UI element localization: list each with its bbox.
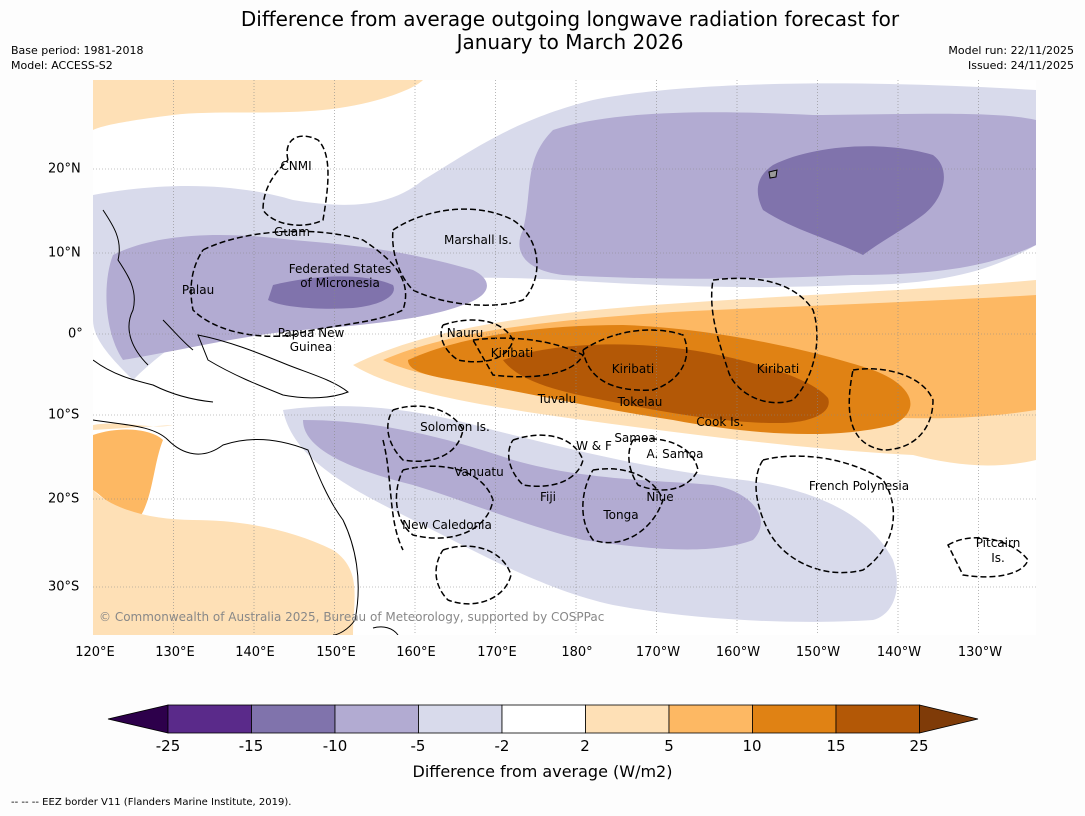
label-png-2: Guinea xyxy=(290,340,333,354)
coast-indonesia xyxy=(93,359,214,403)
x-tick-130w: 130°W xyxy=(957,645,1003,660)
label-palau: Palau xyxy=(182,283,214,297)
y-tick-20s: 20°S xyxy=(48,491,80,507)
label-samoa: Samoa xyxy=(614,431,655,445)
x-tick-160e: 160°E xyxy=(396,645,436,660)
colorbar-segment-5 xyxy=(501,704,586,734)
eez-borders xyxy=(190,135,1029,605)
colorbar-min-arrow xyxy=(107,704,169,734)
field-brown xyxy=(503,344,829,424)
field-dark-purple-ne xyxy=(757,146,944,255)
label-nauru: Nauru xyxy=(447,326,483,340)
base-period: Base period: 1981-2018 xyxy=(11,44,144,57)
coast-philippines xyxy=(102,209,194,366)
model-name: Model: ACCESS-S2 xyxy=(11,59,113,72)
label-tonga: Tonga xyxy=(602,508,638,522)
y-tick-20n: 20°N xyxy=(48,161,81,177)
coast-new-guinea xyxy=(197,334,349,399)
colorbar-tick-7: 5 xyxy=(664,737,674,755)
issued-date: Issued: 24/11/2025 xyxy=(967,59,1074,72)
colorbar-segment-9 xyxy=(835,704,920,734)
colorbar xyxy=(107,704,979,734)
colorbar-segment-3 xyxy=(334,704,419,734)
label-new-caledonia: New Caledonia xyxy=(402,518,492,532)
field-orange-australia xyxy=(93,429,163,520)
colorbar-tick-10: 25 xyxy=(909,737,929,755)
coast-hawaii xyxy=(768,169,778,179)
label-cook: Cook Is. xyxy=(696,415,743,429)
x-tick-140w: 140°W xyxy=(876,645,922,660)
colorbar-title: Difference from average (W/m2) xyxy=(412,762,673,781)
colorbar-segment-6 xyxy=(585,704,670,734)
coast-new-zealand xyxy=(372,626,399,635)
label-pitcairn-2: Is. xyxy=(991,551,1005,565)
label-fiji: Fiji xyxy=(540,490,556,504)
colorbar-tick-3: -10 xyxy=(322,737,348,755)
label-vanuatu: Vanuatu xyxy=(454,465,504,479)
colorbar-tick-4: -5 xyxy=(410,737,426,755)
x-tick-150e: 150°E xyxy=(316,645,356,660)
forecast-map: CNMI Guam Marshall Is. Federated States … xyxy=(93,80,1036,635)
label-png-1: Papua New xyxy=(278,326,345,340)
copyright-notice: © Commonwealth of Australia 2025, Bureau… xyxy=(99,610,604,624)
label-kiribati-central: Kiribati xyxy=(612,362,654,376)
label-tokelau: Tokelau xyxy=(617,395,663,409)
label-fsm-2: of Micronesia xyxy=(300,276,380,290)
colorbar-segment-2 xyxy=(251,704,336,734)
colorbar-segment-1 xyxy=(167,704,252,734)
y-tick-10s: 10°S xyxy=(48,407,80,423)
field-light-orange-north xyxy=(93,80,423,130)
label-niue: Niue xyxy=(646,490,673,504)
label-kiribati-east: Kiribati xyxy=(757,362,799,376)
title-line-2: January to March 2026 xyxy=(456,30,684,54)
field-light-orange-west xyxy=(93,423,173,430)
x-tick-140e: 140°E xyxy=(235,645,275,660)
colorbar-tick-8: 10 xyxy=(742,737,762,755)
x-tick-150w: 150°W xyxy=(795,645,841,660)
x-tick-170e: 170°E xyxy=(477,645,517,660)
label-marshall: Marshall Is. xyxy=(444,233,512,247)
label-cnmi: CNMI xyxy=(280,159,311,173)
colorbar-segment-7 xyxy=(668,704,753,734)
label-fsm-1: Federated States xyxy=(289,262,391,276)
x-tick-160w: 160°W xyxy=(715,645,761,660)
colorbar-tick-2: -15 xyxy=(238,737,264,755)
label-tuvalu: Tuvalu xyxy=(537,392,577,406)
chart-title: Difference from average outgoing longwav… xyxy=(140,8,1000,54)
eez-footer-note: -- -- -- EEZ border V11 (Flanders Marine… xyxy=(11,797,292,808)
meta-left: Base period: 1981-2018 Model: ACCESS-S2 xyxy=(11,43,143,73)
label-asamoa: A. Samoa xyxy=(647,447,704,461)
field-light-orange-australia xyxy=(93,490,355,635)
label-guam: Guam xyxy=(274,225,310,239)
map-svg: CNMI Guam Marshall Is. Federated States … xyxy=(93,80,1036,635)
graticule xyxy=(93,80,1036,635)
x-tick-170w: 170°W xyxy=(635,645,681,660)
y-tick-10n: 10°N xyxy=(48,245,81,261)
colorbar-tick-1: -25 xyxy=(155,737,181,755)
field-mid-purple-south xyxy=(303,420,761,550)
colorbar-tick-5: -2 xyxy=(494,737,510,755)
title-line-1: Difference from average outgoing longwav… xyxy=(240,7,900,31)
x-tick-120e: 120°E xyxy=(75,645,115,660)
y-tick-30s: 30°S xyxy=(48,579,80,595)
y-tick-0: 0° xyxy=(68,326,83,342)
colorbar-segment-4 xyxy=(418,704,503,734)
meta-right: Model run: 22/11/2025 Issued: 24/11/2025 xyxy=(948,43,1074,73)
colorbar-tick-6: 2 xyxy=(580,737,590,755)
colorbar-segment-8 xyxy=(752,704,837,734)
label-pitcairn-1: Pitcairn xyxy=(976,536,1021,550)
x-tick-180: 180° xyxy=(561,645,593,660)
coast-australia xyxy=(93,419,359,635)
label-solomon: Solomon Is. xyxy=(420,420,490,434)
label-kiribati-west: Kiribati xyxy=(491,346,533,360)
label-french-polynesia: French Polynesia xyxy=(809,479,909,493)
x-tick-130e: 130°E xyxy=(155,645,195,660)
colorbar-max-arrow xyxy=(919,704,979,734)
label-wf: W & F xyxy=(576,439,612,453)
field-dark-purple-fsm xyxy=(268,276,394,309)
colorbar-tick-9: 15 xyxy=(826,737,846,755)
model-run: Model run: 22/11/2025 xyxy=(948,44,1074,57)
